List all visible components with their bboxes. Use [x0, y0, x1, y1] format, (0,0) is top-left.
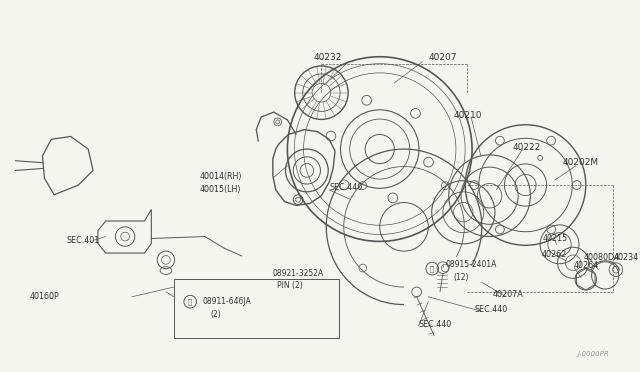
Text: 08911-646JA: 08911-646JA [203, 297, 252, 306]
Text: 40207A: 40207A [492, 291, 524, 299]
Bar [173, 279, 339, 338]
Text: 40264: 40264 [574, 261, 599, 270]
Text: 08921-3252A: 08921-3252A [273, 269, 324, 278]
Text: 40215: 40215 [543, 234, 568, 243]
Text: 08915-2401A: 08915-2401A [446, 260, 497, 269]
Text: 40234: 40234 [614, 253, 639, 262]
Text: 40160P: 40160P [30, 292, 60, 301]
Text: SEC.440: SEC.440 [329, 183, 362, 192]
Text: 40015(LH): 40015(LH) [200, 185, 241, 195]
Text: J-0000PR: J-0000PR [577, 351, 609, 357]
Text: PIN (2): PIN (2) [276, 280, 303, 290]
Text: 40210: 40210 [454, 110, 482, 119]
Text: SEC.401: SEC.401 [67, 236, 100, 245]
Text: 40207: 40207 [428, 53, 457, 62]
Text: (2): (2) [211, 310, 221, 319]
Text: (12): (12) [454, 273, 469, 282]
Text: 40014(RH): 40014(RH) [200, 172, 243, 181]
Text: SEC.440: SEC.440 [475, 305, 508, 314]
Text: 40222: 40222 [513, 142, 541, 152]
Text: SEC.440: SEC.440 [419, 320, 452, 328]
Text: Ⓝ: Ⓝ [188, 298, 193, 305]
Text: 40232: 40232 [314, 53, 342, 62]
Text: 40202M: 40202M [563, 158, 598, 167]
Text: 40080DA: 40080DA [584, 253, 620, 262]
Text: 40262: 40262 [542, 250, 567, 259]
Text: Ⓝ: Ⓝ [430, 265, 435, 272]
